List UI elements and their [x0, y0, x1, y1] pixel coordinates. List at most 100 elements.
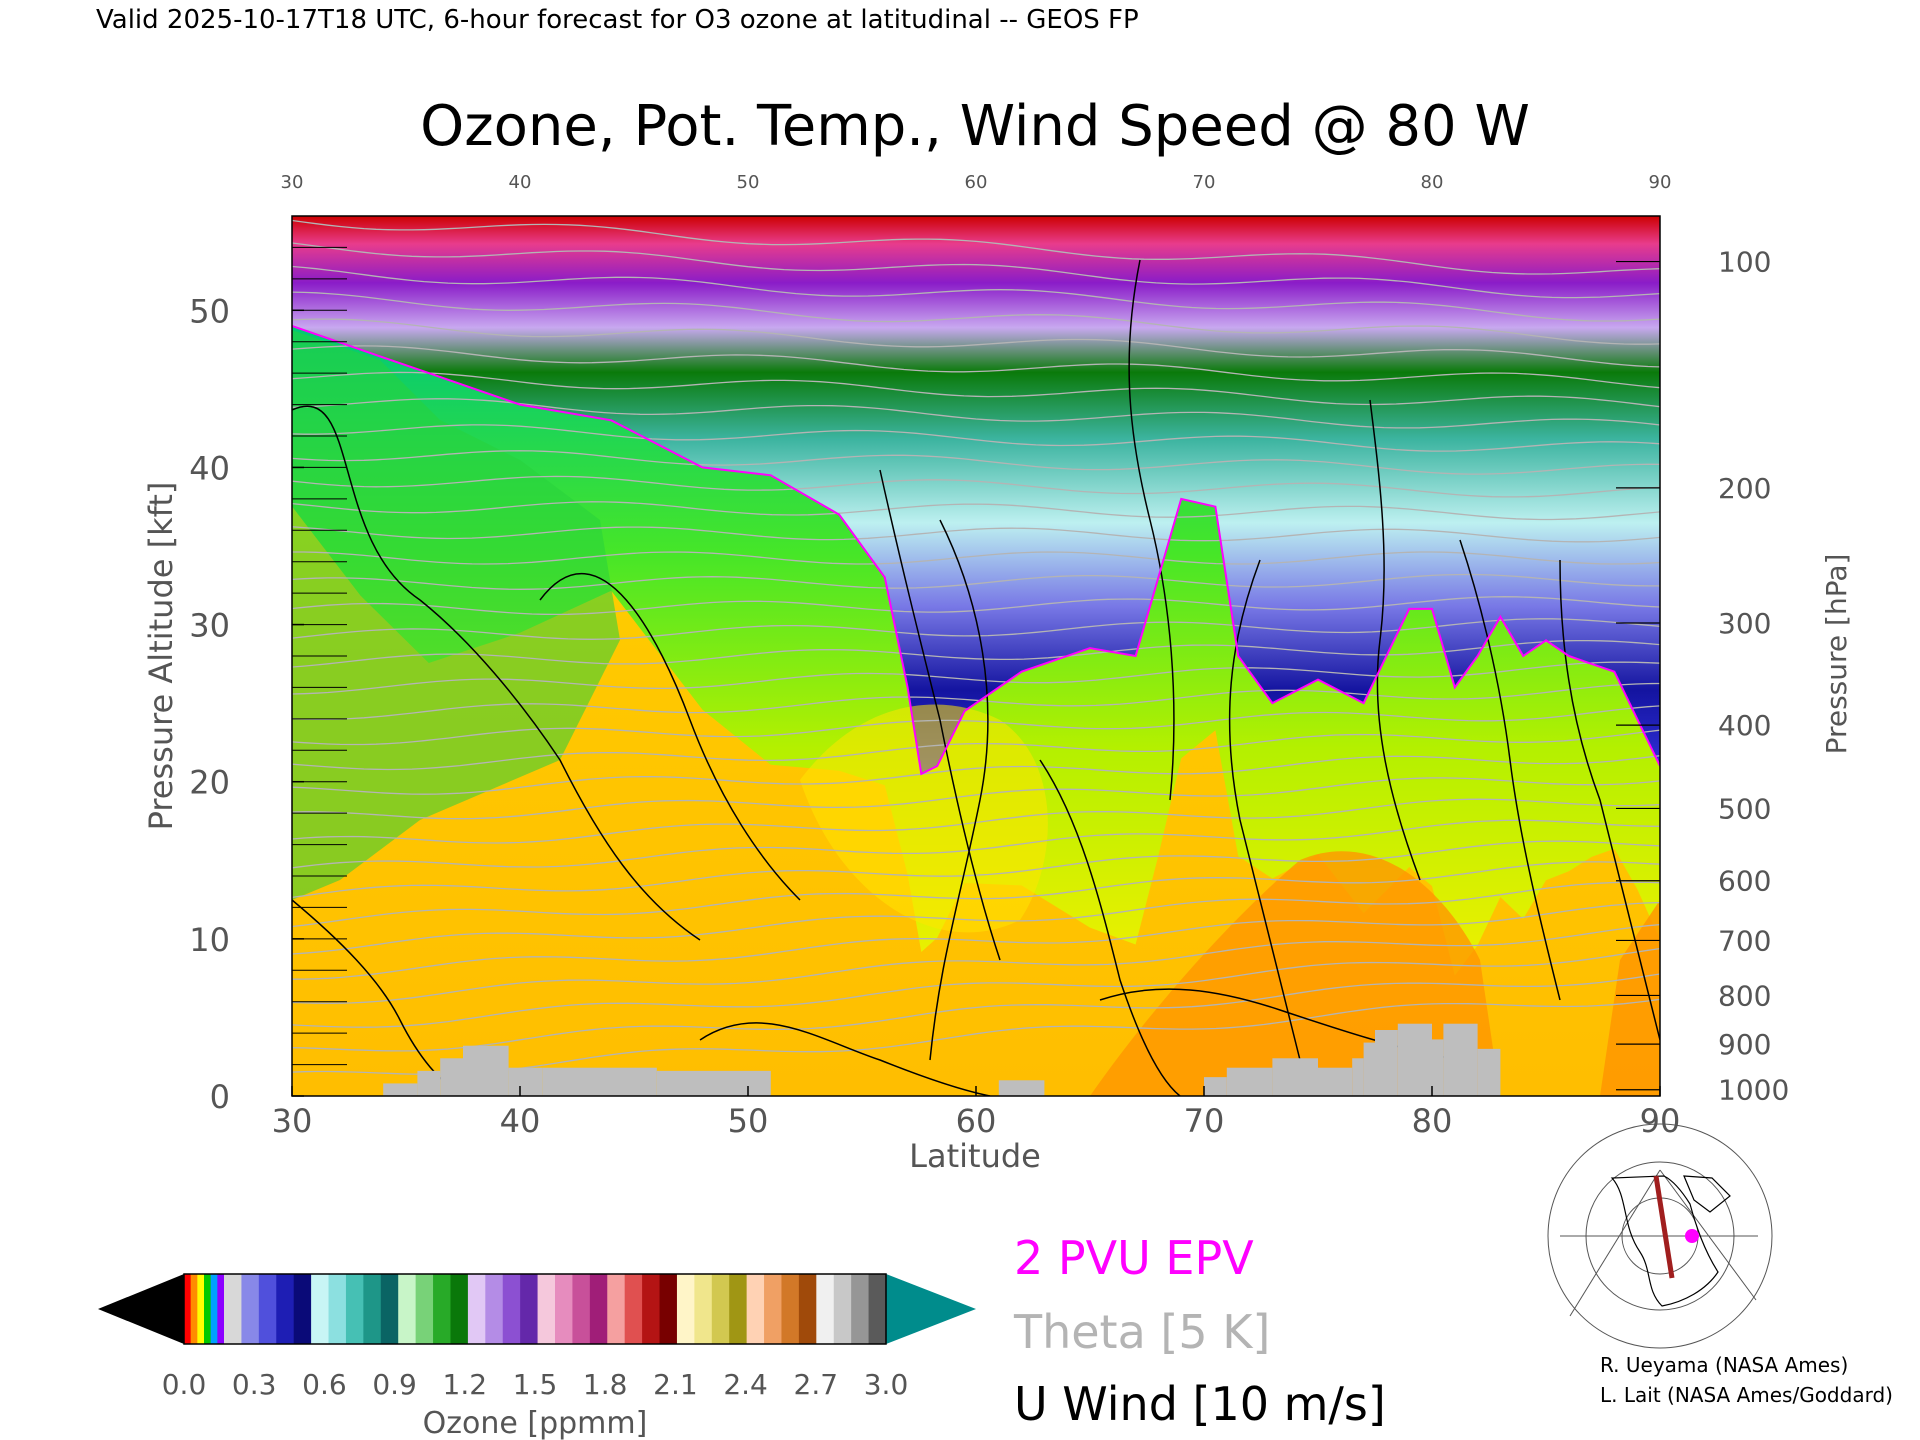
terrain-mask	[383, 1023, 1501, 1096]
colorbar-cell	[485, 1274, 504, 1344]
legend-wind: U Wind [10 m/s]	[1014, 1377, 1386, 1431]
theta-contour	[292, 947, 1660, 1028]
locator-meridian-2	[1659, 1169, 1757, 1301]
colorbar-cell	[607, 1274, 626, 1344]
theta-contour	[292, 819, 1660, 869]
x-tick-label-top: 70	[1193, 172, 1216, 193]
colorbar-cell	[572, 1274, 591, 1344]
epv-2pvu-contour	[292, 325, 1660, 776]
colorbar-cell	[676, 1274, 695, 1344]
theta-contour	[292, 618, 1660, 640]
colorbar-cell	[711, 1274, 730, 1344]
colorbar-tick-label: 2.4	[723, 1368, 768, 1401]
terrain-block	[542, 1067, 657, 1096]
theta-contour	[292, 219, 1660, 275]
theta-contour	[292, 705, 1660, 746]
pressure-tick-label: 600	[1718, 865, 1771, 898]
pressure-tick-label: 200	[1718, 472, 1771, 505]
wind-contour	[539, 572, 801, 901]
colorbar-cell	[210, 1274, 218, 1344]
theta-contour	[292, 450, 1660, 475]
colorbar-cell	[833, 1274, 852, 1344]
colorbar-cell	[746, 1274, 765, 1344]
pressure-tick-label: 1000	[1718, 1074, 1789, 1107]
theta-contour	[292, 729, 1660, 771]
theta-contour	[292, 424, 1660, 452]
colorbar-tick-label: 1.2	[443, 1368, 488, 1401]
locator-section-line	[1653, 1175, 1675, 1279]
locator-map	[1547, 1123, 1773, 1349]
theta-contour	[292, 318, 1660, 368]
theta-contour	[292, 639, 1660, 668]
x-tick-label-top: 50	[737, 172, 760, 193]
x-tick-label-top: 90	[1649, 172, 1672, 193]
colorbar-cell	[729, 1274, 748, 1344]
theta-contours	[292, 219, 1660, 1076]
colorbar-cell	[398, 1274, 417, 1344]
theta-contour	[292, 661, 1660, 695]
locator-marker	[1685, 1229, 1699, 1243]
colorbar-tick-label: 0.9	[372, 1368, 417, 1401]
colorbar-ticks: 0.0 0.3 0.6 0.9 1.2 1.5 1.8 2.1 2.4 2.7 3.0	[162, 1368, 909, 1401]
locator-globe-ring-outer	[1547, 1123, 1773, 1349]
wind-contour	[1128, 259, 1175, 801]
colorbar-cell	[868, 1274, 887, 1344]
theta-contour	[292, 573, 1660, 590]
colorbar-cell	[555, 1274, 573, 1344]
pressure-tick-label: 800	[1718, 979, 1771, 1012]
terrain-block	[1363, 1042, 1375, 1096]
terrain-block	[463, 1045, 509, 1096]
theta-contour	[292, 923, 1660, 1004]
colorbar-cell	[694, 1274, 713, 1344]
colorbar-cell	[197, 1274, 205, 1344]
x-tick-label: 30	[272, 1102, 313, 1140]
colorbar-cell	[276, 1274, 295, 1344]
y-tick-label: 20	[189, 764, 230, 802]
colorbar-high-arrow	[886, 1274, 976, 1344]
x-tick-label: 40	[500, 1102, 541, 1140]
terrain-block	[998, 1080, 1045, 1096]
theta-contour	[292, 881, 1660, 955]
y-axis-label: Pressure Altitude [kft]	[142, 482, 180, 831]
colorbar-tick-label: 0.0	[162, 1368, 207, 1401]
theta-contour	[292, 973, 1660, 1052]
pressure-tick-label: 100	[1718, 246, 1771, 279]
theta-contour	[292, 501, 1660, 521]
theta-contour	[292, 475, 1660, 498]
terrain-block	[440, 1058, 463, 1096]
theta-contour	[292, 901, 1660, 980]
x-tick-label: 60	[956, 1102, 997, 1140]
colorbar-cell	[659, 1274, 678, 1344]
wind-contour	[879, 469, 1001, 961]
colorbar-cell	[642, 1274, 661, 1344]
y-axis-label-right: Pressure [hPa]	[1820, 554, 1853, 755]
colorbar-frame	[183, 1273, 887, 1345]
colorbar-cell	[184, 1274, 192, 1344]
wind-contour	[699, 1022, 991, 1096]
x-tick-label: 50	[728, 1102, 769, 1140]
terrain-block	[1226, 1067, 1273, 1096]
terrain-block	[1477, 1048, 1501, 1096]
terrain-block	[1318, 1067, 1353, 1096]
colorbar-low-arrow	[98, 1274, 184, 1344]
colorbar-tick-label: 0.6	[302, 1368, 347, 1401]
legend-epv: 2 PVU EPV	[1014, 1231, 1254, 1285]
wind-contour	[1559, 559, 1660, 1041]
colorbar-cell	[241, 1274, 260, 1344]
terrain-block	[1204, 1077, 1227, 1096]
colorbar-cell	[624, 1274, 643, 1344]
colorbar-cell	[764, 1274, 782, 1344]
colorbar-cell	[851, 1274, 870, 1344]
legend-theta: Theta [5 K]	[1013, 1305, 1270, 1359]
wind-contour	[1228, 559, 1301, 1061]
colorbar-tick-label: 1.8	[583, 1368, 628, 1401]
troposphere-ozone-field	[292, 326, 1660, 976]
colorbar-cell	[345, 1274, 364, 1344]
colorbar-cell	[311, 1274, 330, 1344]
x-tick-label: 90	[1640, 1102, 1681, 1140]
theta-contour	[292, 777, 1660, 820]
stratosphere-ozone-field	[292, 216, 1660, 774]
colorbar-cell	[816, 1274, 835, 1344]
colorbar-cell	[415, 1274, 434, 1344]
